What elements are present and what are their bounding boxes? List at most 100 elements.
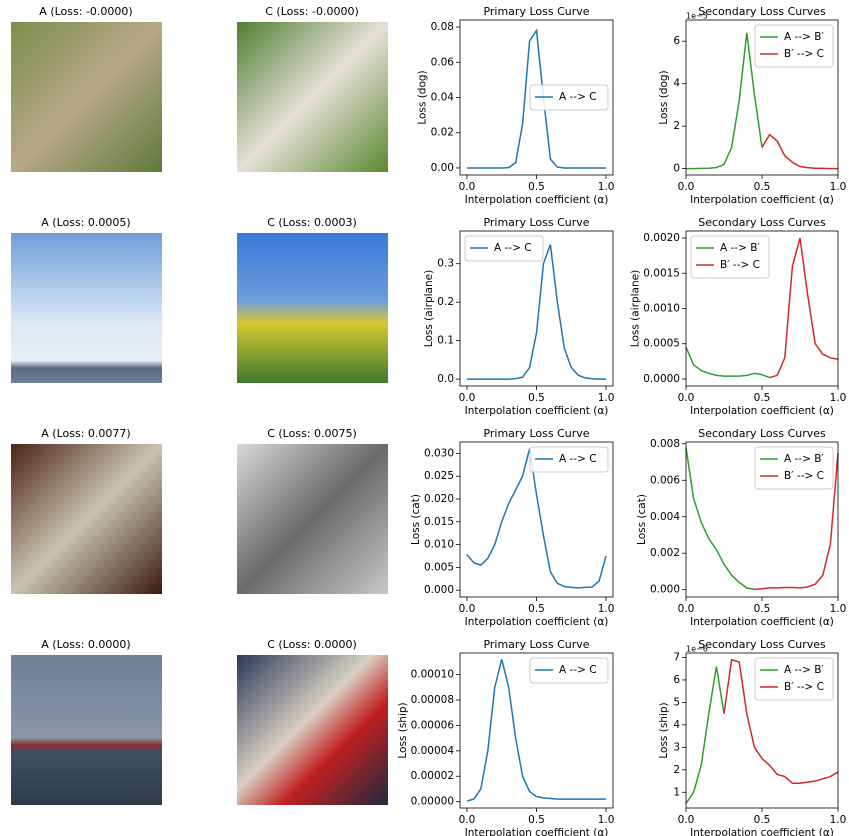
y-tick-label: 0.020 xyxy=(424,493,454,505)
y-tick-label: 2 xyxy=(673,120,680,132)
x-tick-label: 1.0 xyxy=(830,181,847,193)
x-tick-label: 0.0 xyxy=(678,603,695,615)
y-tick-label: 0.000 xyxy=(424,584,454,596)
legend-box xyxy=(690,235,770,279)
series-line xyxy=(685,666,725,804)
y-tick-label: 0.3 xyxy=(437,258,454,270)
y-tick-label: 0.0015 xyxy=(643,267,680,279)
y-tick-label: 0.04 xyxy=(431,92,455,104)
y-tick-label: 5 xyxy=(673,696,680,708)
series-line xyxy=(723,658,839,785)
x-axis-label: Interpolation coefficient (α) xyxy=(465,405,609,417)
y-tick-label: 0.00002 xyxy=(411,770,454,782)
x-tick-label: 0.0 xyxy=(678,814,695,826)
image xyxy=(237,655,388,805)
legend-box xyxy=(464,235,544,262)
chart-title: Secondary Loss Curves xyxy=(698,5,826,18)
x-axis-label: Interpolation coefficient (α) xyxy=(690,194,834,206)
chart-title: Primary Loss Curve xyxy=(483,427,589,440)
axes-frame xyxy=(459,19,614,176)
y-axis-label: Loss (airplane) xyxy=(423,270,435,347)
series-line xyxy=(466,244,607,380)
image xyxy=(237,444,388,594)
x-tick-label: 0.5 xyxy=(528,814,545,826)
x-tick-label: 0.5 xyxy=(528,603,545,615)
y-tick-label: 0.008 xyxy=(650,438,680,450)
legend-label: A --> C xyxy=(494,242,532,254)
y-tick-label: 0.0 xyxy=(437,373,454,385)
legend-box xyxy=(529,446,609,473)
image xyxy=(237,233,388,383)
legend-label: B′ --> C xyxy=(784,681,824,693)
y-tick-label: 0.1 xyxy=(437,335,454,347)
x-axis-label: Interpolation coefficient (α) xyxy=(690,827,834,836)
image xyxy=(11,233,162,383)
image-title: A (Loss: -0.0000) xyxy=(39,5,132,18)
x-tick-label: 1.0 xyxy=(598,392,615,404)
axes-frame xyxy=(459,230,614,387)
y-tick-label: 0.00 xyxy=(431,162,454,174)
x-tick-label: 0.5 xyxy=(754,181,771,193)
image-title: C (Loss: 0.0000) xyxy=(267,638,357,651)
image-title: A (Loss: 0.0005) xyxy=(41,216,130,229)
series-line xyxy=(466,28,607,169)
series-line xyxy=(761,133,838,170)
y-tick-label: 0.00004 xyxy=(411,745,455,757)
x-tick-label: 0.5 xyxy=(754,392,771,404)
x-tick-label: 0.0 xyxy=(459,814,476,826)
image xyxy=(11,444,162,594)
axes-frame xyxy=(685,230,839,387)
legend-label: B′ --> C xyxy=(784,470,824,482)
y-tick-label: 0.08 xyxy=(431,21,454,33)
y-tick-label: 0.030 xyxy=(424,447,454,459)
chart-title: Secondary Loss Curves xyxy=(698,216,826,229)
y-tick-label: 0.002 xyxy=(650,547,680,559)
axes-frame xyxy=(685,652,839,809)
image-title: A (Loss: 0.0077) xyxy=(41,427,130,440)
image-title: C (Loss: 0.0003) xyxy=(267,216,357,229)
y-tick-label: 0.00008 xyxy=(411,694,454,706)
y-tick-label: 0.025 xyxy=(424,470,454,482)
y-tick-label: 0.0010 xyxy=(643,303,680,315)
x-tick-label: 0.0 xyxy=(678,181,695,193)
y-tick-label: 0.004 xyxy=(650,511,680,523)
y-axis-label: Loss (ship) xyxy=(658,702,670,758)
y-axis-label: Loss (ship) xyxy=(397,702,409,758)
y-axis-label: Loss (dog) xyxy=(658,70,670,124)
y-offset-label: 1e−6 xyxy=(686,645,708,654)
legend-label: A --> C xyxy=(559,91,597,103)
image xyxy=(237,22,388,172)
y-tick-label: 0.0000 xyxy=(643,373,680,385)
x-tick-label: 1.0 xyxy=(598,603,615,615)
y-tick-label: 0.010 xyxy=(424,539,454,551)
y-tick-label: 0.06 xyxy=(431,56,455,68)
legend-box xyxy=(754,446,834,490)
legend-label: A --> B′ xyxy=(784,31,824,43)
y-tick-label: 0.005 xyxy=(424,561,454,573)
x-tick-label: 0.5 xyxy=(754,814,771,826)
y-tick-label: 0.000 xyxy=(650,584,680,596)
axes-frame xyxy=(685,19,839,176)
series-line xyxy=(466,659,607,802)
x-tick-label: 1.0 xyxy=(598,814,615,826)
y-tick-label: 0.015 xyxy=(424,516,454,528)
x-tick-label: 1.0 xyxy=(598,181,615,193)
y-tick-label: 4 xyxy=(673,719,680,731)
axes-frame xyxy=(459,441,614,598)
legend-box xyxy=(529,657,609,684)
legend-box xyxy=(754,657,834,701)
series-line xyxy=(686,32,763,170)
chart-title: Secondary Loss Curves xyxy=(698,427,826,440)
y-tick-label: 0.006 xyxy=(650,474,680,486)
image-title: C (Loss: -0.0000) xyxy=(265,5,359,18)
y-axis-label: Loss (cat) xyxy=(410,494,422,545)
legend-label: A --> C xyxy=(559,664,597,676)
x-axis-label: Interpolation coefficient (α) xyxy=(690,616,834,628)
series-line xyxy=(769,237,839,379)
legend-label: A --> B′ xyxy=(784,664,824,676)
x-tick-label: 0.0 xyxy=(459,181,476,193)
x-tick-label: 0.0 xyxy=(459,603,476,615)
y-tick-label: 0.2 xyxy=(437,296,454,308)
x-tick-label: 0.5 xyxy=(528,392,545,404)
